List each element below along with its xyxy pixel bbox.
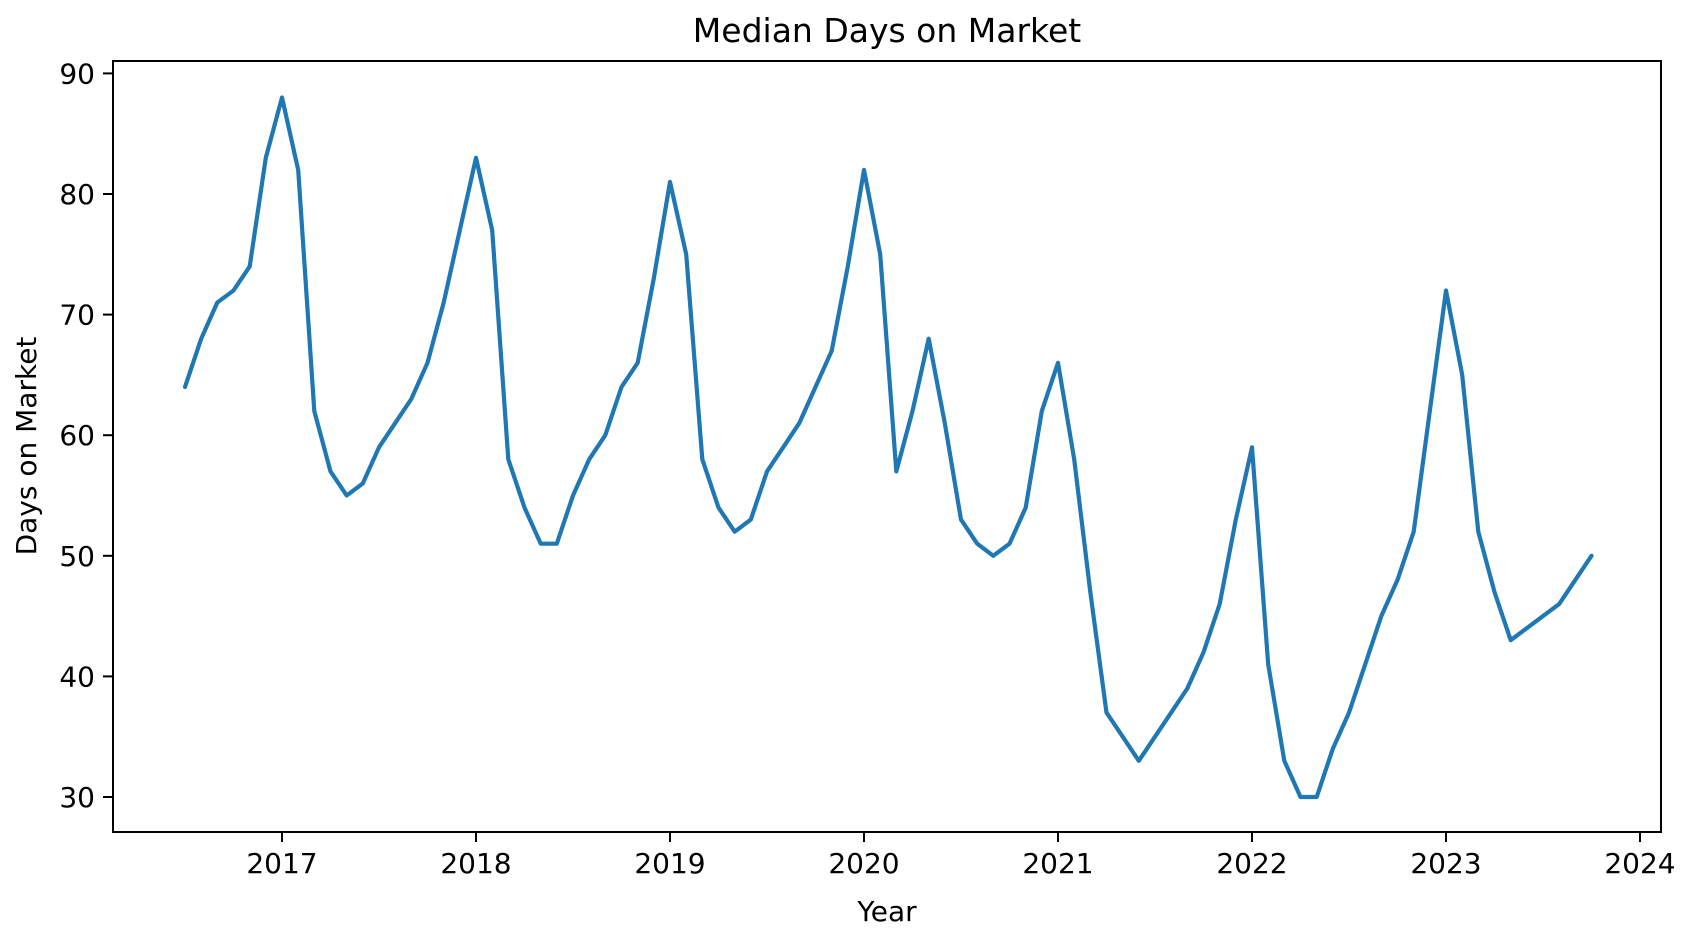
y-tick-label: 30	[59, 781, 95, 814]
y-tick-label: 90	[59, 57, 95, 90]
y-tick-label: 50	[59, 540, 95, 573]
x-tick-label: 2020	[828, 847, 899, 880]
y-axis-ticks: 30 40 50 60 70 80 90	[59, 57, 113, 814]
chart-title: Median Days on Market	[693, 11, 1081, 50]
x-tick-label: 2021	[1022, 847, 1093, 880]
y-tick-label: 80	[59, 178, 95, 211]
y-tick-label: 60	[59, 419, 95, 452]
x-axis-ticks: 2017 2018 2019 2020 2021 2022 2023 2024	[246, 832, 1676, 880]
x-tick-label: 2018	[440, 847, 511, 880]
x-tick-label: 2022	[1216, 847, 1287, 880]
median-days-series-line	[182, 95, 1594, 800]
plot-border	[112, 60, 1662, 833]
y-axis-label: Days on Market	[10, 337, 43, 556]
x-tick-label: 2017	[246, 847, 317, 880]
y-tick-label: 70	[59, 299, 95, 332]
y-tick-label: 40	[59, 660, 95, 693]
x-tick-label: 2023	[1410, 847, 1481, 880]
x-tick-label: 2019	[634, 847, 705, 880]
x-tick-label: 2024	[1604, 847, 1675, 880]
x-axis-label: Year	[856, 895, 917, 928]
